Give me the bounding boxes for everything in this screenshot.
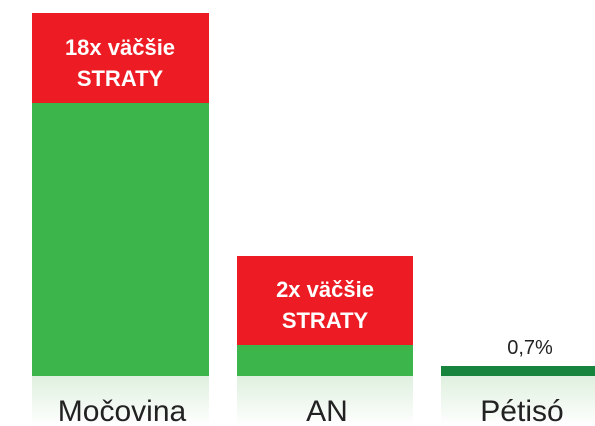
bar-red <box>32 13 209 103</box>
bar-note: 2x väčšie <box>276 277 374 302</box>
value-label: 0,7% <box>507 337 553 359</box>
bar-note: STRATY <box>77 66 164 91</box>
category-label: AN <box>306 395 348 426</box>
bar-note: STRATY <box>282 308 369 333</box>
bar-red <box>237 256 413 345</box>
bar-green <box>237 345 413 376</box>
base-band <box>32 376 209 426</box>
bar-note: 18x väčšie <box>65 35 175 60</box>
base-band <box>441 376 595 426</box>
base-band <box>237 376 413 426</box>
category-label: Pétisó <box>480 395 563 426</box>
bar-dark <box>441 366 595 376</box>
category-label: Močovina <box>58 395 187 426</box>
bar-green <box>32 103 209 376</box>
